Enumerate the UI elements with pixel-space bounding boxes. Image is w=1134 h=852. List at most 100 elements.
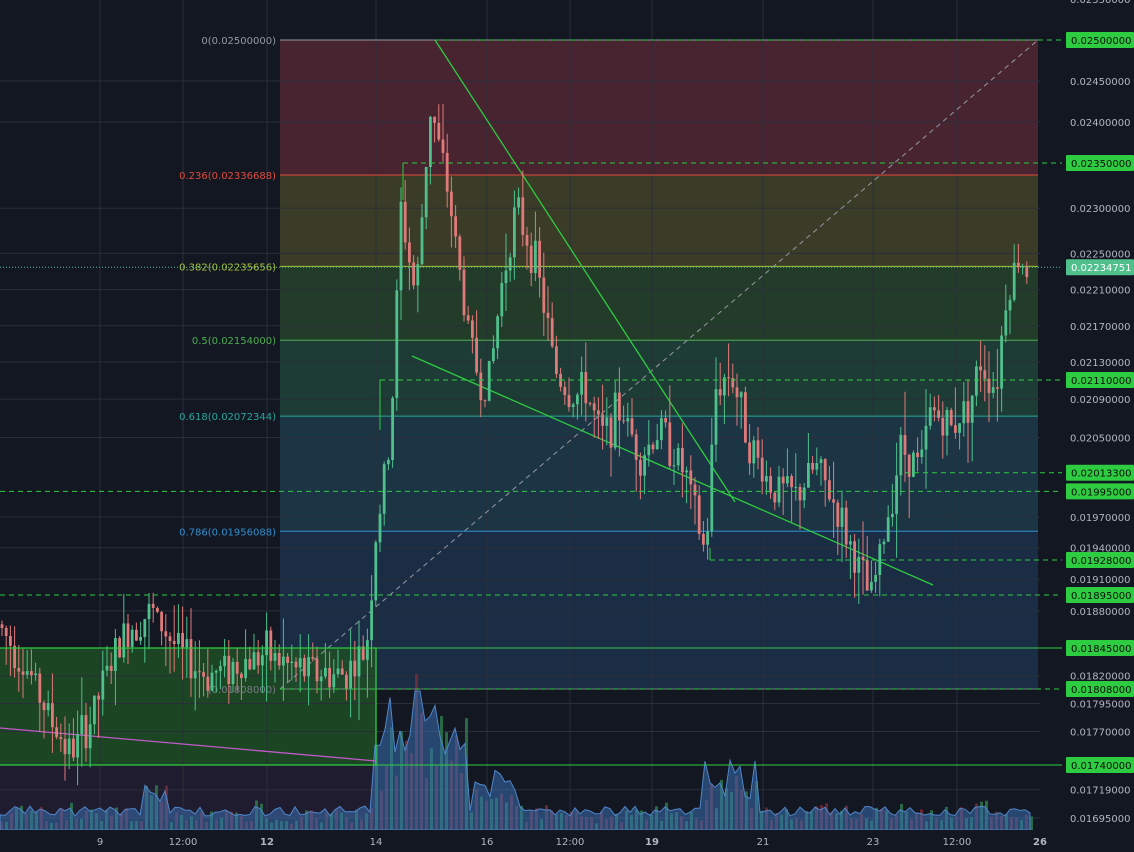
candle-body [450, 191, 453, 217]
candle-body [584, 372, 588, 404]
candle-body [416, 264, 420, 286]
candle-body [958, 423, 961, 433]
candle-body [937, 410, 940, 418]
candle-body [891, 513, 894, 518]
candle-body [517, 197, 520, 208]
candle-body [928, 407, 932, 426]
candle-body [72, 738, 75, 758]
candle-body [655, 440, 659, 450]
price-level-tag-label: 0.02013300 [1071, 469, 1131, 480]
candle-body [223, 655, 226, 667]
y-tick-label: 0.02050000 [1070, 434, 1130, 445]
candle-body [592, 403, 596, 411]
candle-body [500, 283, 504, 317]
candle-body [815, 463, 819, 470]
candle-body [735, 387, 739, 398]
candle-body [122, 623, 126, 658]
candle-body [790, 476, 793, 488]
candle-body [303, 658, 306, 677]
y-tick-label: 0.02300000 [1070, 204, 1130, 215]
candle-body [130, 629, 134, 647]
x-tick-label: 19 [645, 837, 659, 848]
candle-body [235, 661, 239, 674]
candle-body [874, 575, 877, 582]
candle-body [147, 603, 151, 620]
candle-body [756, 440, 760, 458]
y-tick-label: 0.01910000 [1070, 575, 1130, 586]
candle-body [718, 389, 722, 396]
candle-body [382, 464, 386, 514]
candle-body [240, 673, 243, 679]
candle-body [420, 217, 424, 265]
candle-body [496, 316, 499, 349]
candle-body [42, 702, 46, 711]
price-level-tag [1066, 552, 1134, 568]
candle-body [160, 611, 163, 632]
x-tick-label: 23 [867, 837, 880, 848]
candle-body [479, 372, 483, 401]
trend-line-upper [434, 39, 736, 503]
candle-body [67, 738, 71, 755]
candle-body [63, 738, 67, 755]
candle-body [378, 513, 382, 543]
candle-body [46, 703, 50, 711]
candle-body [261, 655, 264, 666]
candle-body [878, 544, 882, 576]
candle-body [387, 459, 390, 465]
fib-label: 0.786(0.01956088) [179, 527, 276, 538]
x-tick-label: 14 [370, 837, 383, 848]
y-tick-label: 0.01880000 [1070, 607, 1130, 618]
candle-body [567, 395, 571, 408]
x-tick-label: 12:00 [169, 837, 198, 848]
candle-body [849, 541, 852, 545]
candle-body [311, 657, 315, 659]
candle-body [681, 447, 684, 473]
candle-body [315, 658, 319, 682]
candle-body [723, 377, 726, 396]
candle-body [970, 395, 974, 423]
candle-body [828, 480, 831, 500]
candle-body [941, 417, 945, 436]
candle-body [613, 392, 617, 448]
candle-body [210, 672, 214, 691]
candle-body [664, 418, 667, 423]
candle-body [319, 676, 323, 682]
fib-zone [280, 416, 1038, 532]
fib-label: 0.5(0.02154000) [192, 336, 276, 347]
candle-body [487, 361, 491, 401]
candle-body [538, 240, 541, 278]
price-level-tag-label: 0.01895000 [1071, 591, 1131, 602]
candle-body [361, 646, 365, 660]
fib-trend-line [279, 39, 1039, 690]
candle-body [126, 623, 130, 647]
candle-body [353, 660, 357, 677]
candle-body [991, 387, 995, 393]
candle-body [156, 607, 159, 612]
candle-body [189, 639, 193, 679]
candle-body [622, 420, 625, 422]
candle-body [836, 502, 840, 527]
candle-body [412, 262, 415, 286]
candle-body [84, 715, 88, 749]
candle-body [714, 389, 718, 445]
time-axis-bg [0, 830, 1066, 848]
candle-body [4, 627, 8, 636]
price-level-tag-label: 0.02350000 [1071, 159, 1131, 170]
fib-label: 0.236(0.02336688) [179, 171, 276, 182]
candle-body [193, 671, 197, 679]
price-level-tag-label: 0.01845000 [1071, 644, 1131, 655]
candle-body [227, 655, 231, 684]
candle-body [277, 653, 281, 666]
candle-body [823, 459, 827, 481]
y-tick-label: 0.02090000 [1070, 395, 1130, 406]
candle-body [252, 652, 256, 670]
candle-body [731, 378, 735, 388]
price-level-tag [1066, 483, 1134, 500]
price-level-tag [1066, 640, 1134, 656]
candle-body [924, 425, 928, 450]
candle-body [164, 631, 168, 637]
candle-body [857, 556, 861, 573]
y-tick-label: 0.02130000 [1070, 358, 1130, 369]
